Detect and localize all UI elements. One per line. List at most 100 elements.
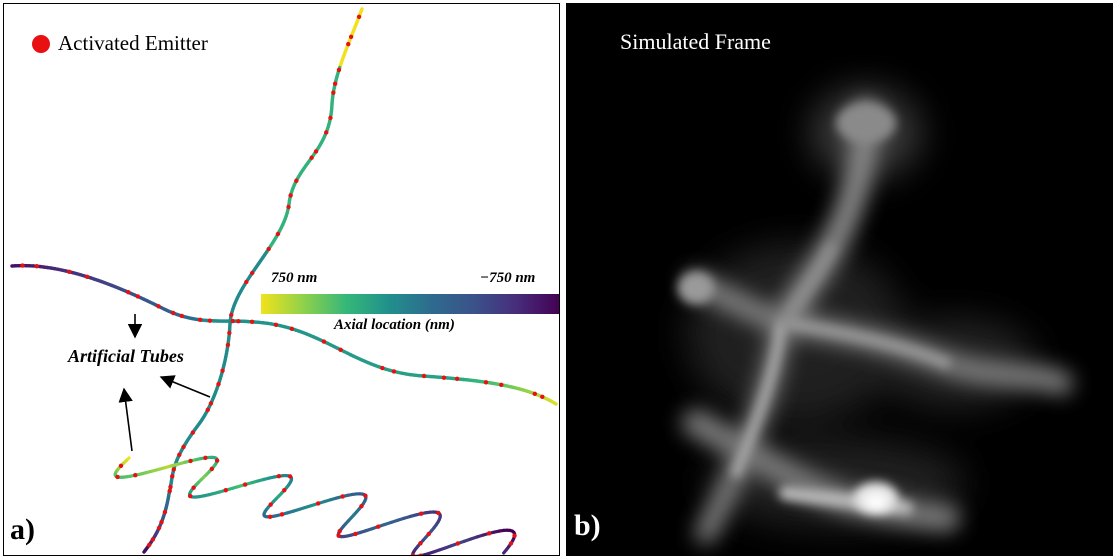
emitter-dot: [289, 326, 295, 331]
emitter-dot: [150, 537, 156, 542]
emitter-dot: [268, 502, 273, 507]
emitter-dot: [356, 14, 362, 19]
emitter-dot: [229, 312, 234, 318]
colorbar-max-label: −750 nm: [480, 270, 536, 286]
emitter-dot: [156, 525, 162, 531]
emitter-dot: [188, 458, 193, 464]
emitter-dot: [159, 519, 164, 525]
emitter-dot: [315, 501, 321, 506]
vertical-tube-emitters: [147, 14, 362, 548]
emitter-dot: [20, 263, 25, 268]
emitter-dot: [454, 376, 460, 382]
emitter-dot: [532, 391, 537, 396]
emitter-dot: [67, 269, 72, 274]
emitter-dot: [118, 463, 124, 469]
emitter-dot: [294, 178, 299, 183]
emitter-dot: [208, 401, 214, 406]
emitter-dot: [324, 130, 329, 135]
emitter-dot: [332, 81, 338, 86]
emitter-dot: [126, 290, 131, 295]
emitter-dot: [171, 467, 176, 472]
emitter-dot: [340, 494, 345, 499]
emitter-dot: [286, 204, 291, 210]
emitter-dot: [287, 474, 293, 479]
emitter-dot: [337, 529, 342, 534]
emitter-dot: [249, 319, 255, 325]
emitter-dot: [321, 339, 327, 344]
colorbar-axis-label: Axial location (nm): [334, 317, 455, 333]
emitter-dot: [288, 193, 293, 198]
emitter-dot: [207, 318, 213, 323]
emitter-dot: [376, 524, 381, 529]
emitter-dot: [249, 270, 255, 276]
emitter-dot: [205, 407, 210, 412]
emitter-dot: [156, 304, 161, 309]
emitter-dot: [179, 313, 185, 319]
artificial-tubes-label: Artificial Tubes: [68, 346, 184, 366]
emitter-dot: [230, 318, 235, 324]
zigzag-tube-emitters: [115, 455, 517, 555]
emitter-dot: [353, 531, 358, 537]
emitter-dot: [499, 382, 504, 388]
emitter-dot: [191, 485, 196, 490]
emitter-dot: [421, 373, 427, 379]
emitter-dot: [177, 452, 182, 458]
vertical-tube: [142, 7, 364, 554]
emitter-dot: [441, 375, 447, 380]
emitter-dot: [170, 474, 175, 479]
emitter-dot: [540, 394, 545, 400]
emitter-dot: [275, 231, 281, 237]
emitter-dot: [418, 541, 423, 546]
horizontal-tube-emitters: [20, 263, 545, 400]
colorbar-min-label: 750 nm: [271, 270, 318, 286]
panel-a: Activated Emitter 750 nm −750 nm Axial l…: [3, 3, 560, 556]
emitter-dot: [167, 488, 172, 494]
emitter-dot: [223, 488, 228, 493]
emitter-dot: [346, 41, 351, 47]
emitter-dot: [225, 342, 231, 348]
emitter-dot: [336, 67, 342, 73]
emitter-dot: [266, 246, 271, 252]
emitter-dot: [363, 493, 368, 498]
emitter-dot: [34, 264, 39, 269]
emitter-dot: [181, 444, 186, 450]
emitter-dot: [426, 531, 431, 537]
emitter-dot: [313, 149, 319, 154]
emitter-dot: [455, 541, 460, 546]
emitter-dot: [267, 514, 273, 519]
emitter-dot: [328, 115, 333, 121]
arrow-up: [118, 387, 133, 452]
emitter-dot: [309, 155, 314, 160]
emitter-dot: [162, 509, 168, 515]
emitter-dot: [508, 541, 514, 546]
panel-b-letter: b): [574, 509, 601, 542]
emitter-dot: [133, 473, 138, 478]
emitter-dot: [338, 347, 343, 353]
zigzag-tube: [113, 455, 517, 555]
emitter-dot: [336, 533, 341, 538]
emitter-dot: [147, 542, 152, 548]
emitter-dot: [279, 512, 285, 517]
emitter-dot: [115, 474, 120, 480]
emitter-dot: [168, 484, 173, 490]
arrow-to-curve: [159, 375, 211, 398]
emitter-dot: [276, 473, 282, 479]
emitter-dot: [512, 533, 517, 538]
emitter-dot: [220, 368, 225, 373]
emitter-dot: [486, 531, 492, 536]
emitter-dot: [391, 369, 397, 374]
emitter-dot: [135, 294, 141, 299]
tube-diagram: [10, 7, 558, 555]
emitter-dot: [418, 553, 423, 555]
emitter-dot: [331, 90, 336, 95]
panel-b: Simulated Frame b): [566, 3, 1113, 556]
simulated-frame-title: Simulated Frame: [620, 29, 771, 54]
emitter-dot: [170, 310, 176, 316]
emitter-dot: [410, 553, 416, 555]
emitter-dot: [244, 279, 249, 285]
emitter-dot: [282, 488, 287, 493]
legend-label: Activated Emitter: [58, 31, 208, 55]
emitter-dot: [348, 34, 354, 40]
emitter-dot: [419, 511, 424, 516]
emitter-dot: [227, 330, 232, 336]
